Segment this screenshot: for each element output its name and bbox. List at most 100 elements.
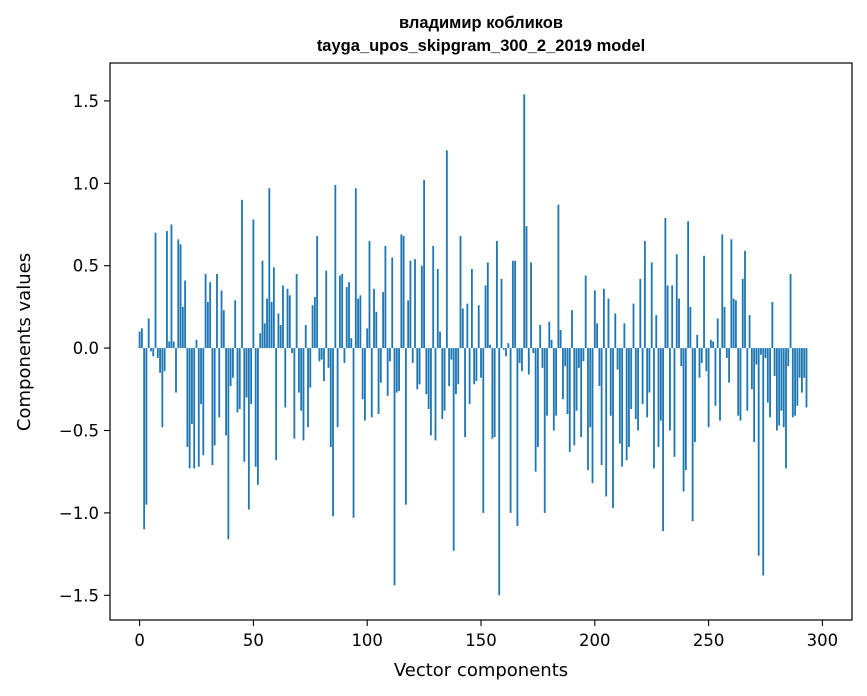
bar-component-261 <box>732 298 735 349</box>
bar-component-61 <box>277 313 280 349</box>
bar-component-30 <box>206 301 209 349</box>
bar-component-293 <box>805 348 808 408</box>
bar-component-209 <box>614 313 617 349</box>
bar-component-252 <box>712 341 715 349</box>
bar-component-134 <box>443 348 446 411</box>
bar-component-120 <box>411 348 414 363</box>
bar-component-79 <box>318 348 321 362</box>
bar-component-160 <box>502 348 505 350</box>
bar-component-231 <box>664 217 667 349</box>
bar-component-103 <box>373 288 375 349</box>
bar-component-34 <box>216 273 218 349</box>
bar-component-260 <box>730 239 733 349</box>
bar-component-208 <box>612 348 614 508</box>
bar-component-128 <box>430 348 432 436</box>
bar-component-281 <box>778 348 781 426</box>
bar-component-96 <box>357 298 359 349</box>
bar-component-31 <box>209 282 212 349</box>
bar-component-150 <box>480 348 482 378</box>
bar-component-33 <box>213 348 216 446</box>
bar-component-2 <box>143 348 146 530</box>
bar-component-97 <box>359 295 362 349</box>
bar-component-272 <box>757 348 760 556</box>
bar-component-233 <box>669 348 671 431</box>
bar-component-95 <box>354 188 357 349</box>
bar-component-228 <box>657 348 660 447</box>
bar-component-37 <box>222 310 225 349</box>
bar-component-93 <box>350 338 353 349</box>
bar-component-211 <box>618 348 621 444</box>
bar-component-69 <box>295 273 298 349</box>
bar-component-153 <box>486 262 489 349</box>
bar-component-218 <box>634 348 637 419</box>
bar-component-22 <box>188 348 191 469</box>
bar-component-76 <box>311 305 314 349</box>
x-tick-label: 150 <box>465 631 497 650</box>
bar-component-166 <box>516 348 519 527</box>
bar-component-192 <box>575 348 578 411</box>
bar-component-41 <box>232 348 234 378</box>
bar-component-251 <box>709 339 712 349</box>
bar-component-55 <box>263 323 266 349</box>
bar-component-237 <box>678 298 680 349</box>
bar-component-204 <box>603 288 605 349</box>
bar-component-10 <box>161 348 164 428</box>
bar-component-7 <box>154 232 157 349</box>
bar-component-104 <box>375 311 378 349</box>
bar-component-17 <box>177 239 180 349</box>
bar-component-109 <box>386 348 389 396</box>
bar-component-39 <box>227 348 230 540</box>
bar-component-265 <box>741 278 744 349</box>
bar-component-141 <box>459 236 462 349</box>
bar-component-158 <box>498 348 501 596</box>
bar-component-60 <box>275 348 278 461</box>
bar-component-175 <box>536 348 539 447</box>
bar-component-19 <box>181 306 184 349</box>
bar-component-44 <box>238 348 241 410</box>
bar-component-127 <box>427 348 430 410</box>
bar-component-236 <box>675 254 678 349</box>
bar-component-115 <box>400 234 403 349</box>
bar-component-182 <box>552 348 555 431</box>
bar-component-170 <box>525 226 528 349</box>
bar-component-90 <box>343 348 346 363</box>
bar-component-203 <box>600 348 603 466</box>
bar-component-139 <box>455 348 457 395</box>
bar-component-199 <box>591 348 594 484</box>
bar-component-132 <box>439 331 441 349</box>
y-tick-label: −0.5 <box>59 421 99 440</box>
bar-component-114 <box>398 348 400 391</box>
bar-component-110 <box>389 348 391 362</box>
bar-component-187 <box>564 348 567 367</box>
bar-component-107 <box>382 292 385 349</box>
x-axis: 0 50 100 150 200 250 300 <box>134 620 838 650</box>
y-axis-label: Components values <box>14 253 35 431</box>
bar-component-119 <box>409 260 412 349</box>
bar-component-80 <box>320 348 323 360</box>
bar-component-87 <box>336 348 339 428</box>
bar-component-32 <box>211 348 214 466</box>
bar-component-18 <box>179 244 182 349</box>
bar-component-235 <box>673 348 676 457</box>
bar-component-146 <box>470 268 473 349</box>
x-tick-label: 300 <box>807 631 839 650</box>
bar-component-3 <box>145 348 148 505</box>
bar-component-219 <box>637 348 639 431</box>
bar-component-126 <box>425 348 428 395</box>
bar-component-165 <box>514 260 517 349</box>
bar-component-157 <box>496 240 498 349</box>
bar-component-92 <box>348 282 350 349</box>
bar-component-207 <box>609 348 612 416</box>
bar-component-253 <box>714 348 717 406</box>
y-tick-label: 0.0 <box>73 339 99 358</box>
bar-component-50 <box>252 219 255 349</box>
bar-component-9 <box>159 348 161 373</box>
bar-component-202 <box>598 348 601 386</box>
bar-component-188 <box>566 348 569 415</box>
bar-component-123 <box>418 348 421 385</box>
bar-component-269 <box>750 348 753 390</box>
bar-component-56 <box>266 298 268 349</box>
bar-component-8 <box>156 348 159 358</box>
bar-component-49 <box>250 348 253 405</box>
